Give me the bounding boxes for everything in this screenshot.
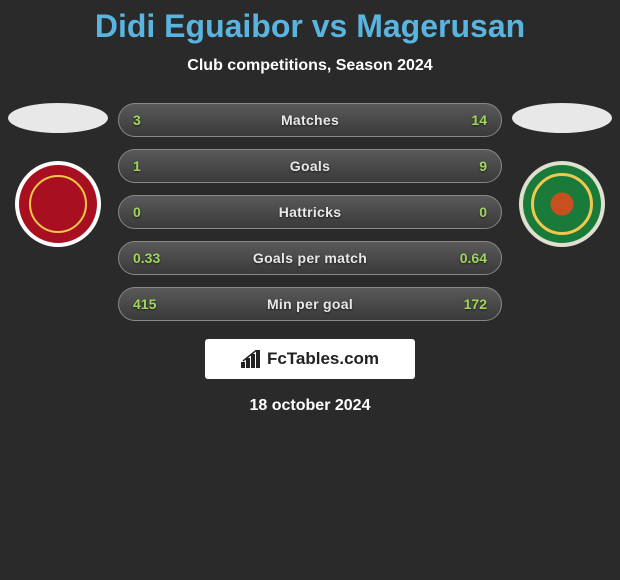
- page-title: Didi Eguaibor vs Magerusan: [0, 8, 620, 45]
- avatar-placeholder-right: [512, 103, 612, 133]
- club-crest-left: [15, 161, 101, 247]
- stat-left-value: 1: [133, 158, 193, 174]
- stat-right-value: 14: [427, 112, 487, 128]
- stat-left-value: 0: [133, 204, 193, 220]
- club-crest-right: [519, 161, 605, 247]
- player-left-col: [8, 103, 108, 247]
- stat-row-gpm: 0.33 Goals per match 0.64: [118, 241, 502, 275]
- main-row: 3 Matches 14 1 Goals 9 0 Hattricks 0 0.3…: [0, 103, 620, 321]
- stat-label: Min per goal: [193, 296, 427, 312]
- player-right-col: [512, 103, 612, 247]
- stat-left-value: 0.33: [133, 250, 193, 266]
- stat-row-mpg: 415 Min per goal 172: [118, 287, 502, 321]
- brand-badge[interactable]: FcTables.com: [205, 339, 415, 379]
- stat-right-value: 0.64: [427, 250, 487, 266]
- stat-label: Goals: [193, 158, 427, 174]
- stat-label: Hattricks: [193, 204, 427, 220]
- avatar-placeholder-left: [8, 103, 108, 133]
- stat-row-goals: 1 Goals 9: [118, 149, 502, 183]
- stats-table: 3 Matches 14 1 Goals 9 0 Hattricks 0 0.3…: [118, 103, 502, 321]
- stat-right-value: 9: [427, 158, 487, 174]
- stat-left-value: 415: [133, 296, 193, 312]
- comparison-card: Didi Eguaibor vs Magerusan Club competit…: [0, 0, 620, 415]
- stat-row-matches: 3 Matches 14: [118, 103, 502, 137]
- stat-row-hattricks: 0 Hattricks 0: [118, 195, 502, 229]
- stat-label: Matches: [193, 112, 427, 128]
- date-line: 18 october 2024: [0, 397, 620, 415]
- stat-right-value: 0: [427, 204, 487, 220]
- subtitle: Club competitions, Season 2024: [0, 57, 620, 75]
- stat-label: Goals per match: [193, 250, 427, 266]
- brand-label: FcTables.com: [267, 349, 379, 369]
- stat-right-value: 172: [427, 296, 487, 312]
- bars-icon: [241, 350, 263, 368]
- stat-left-value: 3: [133, 112, 193, 128]
